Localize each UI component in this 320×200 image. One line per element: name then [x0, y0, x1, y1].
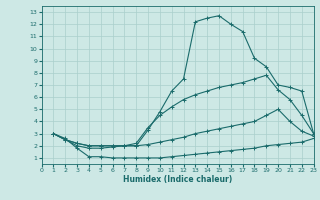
X-axis label: Humidex (Indice chaleur): Humidex (Indice chaleur) — [123, 175, 232, 184]
